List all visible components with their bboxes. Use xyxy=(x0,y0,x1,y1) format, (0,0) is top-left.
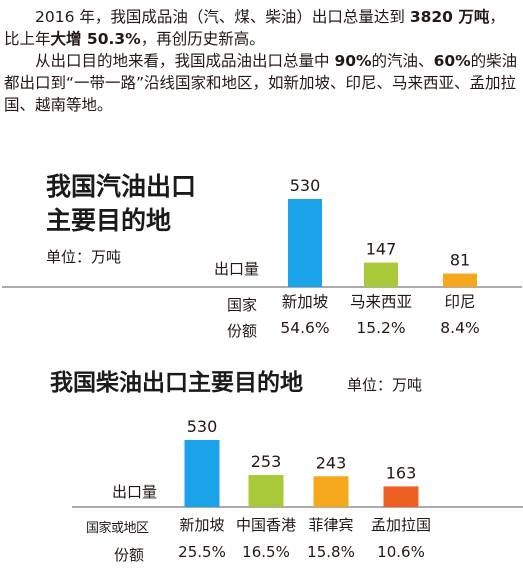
intro-paragraph-2: 从出口目的地来看，我国成品油出口总量中 90%的汽油、60%的柴油都出口到“一带… xyxy=(4,50,520,116)
intro-p2-gasoline-share: 90% xyxy=(334,52,372,70)
gasoline-share-3: 8.4% xyxy=(440,319,479,337)
diesel-bar-1 xyxy=(184,440,220,507)
diesel-category-4: 孟加拉国 xyxy=(371,516,431,534)
diesel-share-4: 10.6% xyxy=(377,543,425,561)
diesel-value-label-1: 530 xyxy=(187,417,218,436)
diesel-category-2: 中国香港 xyxy=(236,516,296,534)
gasoline-share-1: 54.6% xyxy=(280,319,329,337)
diesel-share-3: 15.8% xyxy=(307,543,355,561)
diesel-category-3: 菲律宾 xyxy=(308,516,353,534)
gasoline-bar-1 xyxy=(288,199,322,287)
intro-paragraph-1: 2016 年，我国成品油（汽、煤、柴油）出口总量达到 3820 万吨，比上年大增… xyxy=(4,6,520,50)
gasoline-row2-label: 份额 xyxy=(227,322,258,340)
gasoline-value-label-3: 81 xyxy=(450,251,470,270)
intro-p1-growth: 大增 50.3% xyxy=(50,30,141,48)
gasoline-unit-label: 单位：万吨 xyxy=(46,248,122,266)
diesel-bar-3 xyxy=(313,476,349,507)
gasoline-category-3: 印尼 xyxy=(444,293,475,311)
gasoline-row1-label: 国家 xyxy=(227,296,258,314)
intro-p2-e: 的柴油都出口到“一带一路”沿线国家和地区，如新加坡、印尼、马来西亚、孟加拉国、越… xyxy=(4,52,518,114)
intro-p1-a: 2016 年，我国成品油（汽、煤、柴油）出口总量达到 xyxy=(35,8,410,26)
gasoline-value-label-1: 530 xyxy=(290,176,321,195)
gasoline-bar-3 xyxy=(443,273,477,287)
diesel-unit-label: 单位：万吨 xyxy=(347,376,423,394)
gasoline-category-2: 马来西亚 xyxy=(350,293,412,311)
gasoline-category-1: 新加坡 xyxy=(282,293,329,311)
intro-text: 2016 年，我国成品油（汽、煤、柴油）出口总量达到 3820 万吨，比上年大增… xyxy=(4,6,520,116)
diesel-ylabel: 出口量 xyxy=(112,483,158,501)
diesel-value-label-2: 253 xyxy=(251,452,282,471)
diesel-bar-2 xyxy=(248,475,284,507)
gasoline-chart-title: 我国汽油出口 主要目的地 xyxy=(46,170,196,238)
intro-p1-c: ，比上年 xyxy=(4,8,505,48)
intro-p2-diesel-share: 60% xyxy=(433,52,471,70)
diesel-share-1: 25.5% xyxy=(178,543,226,561)
diesel-row2-label: 份额 xyxy=(114,546,145,564)
gasoline-title-line1: 我国汽油出口 xyxy=(46,172,197,201)
diesel-category-1: 新加坡 xyxy=(179,516,224,534)
diesel-value-label-3: 243 xyxy=(316,453,347,472)
gasoline-title-line2: 主要目的地 xyxy=(46,206,172,235)
intro-p1-e: ，再创历史新高。 xyxy=(140,30,265,48)
diesel-value-label-4: 163 xyxy=(386,463,417,482)
gasoline-bar-2 xyxy=(364,262,398,287)
intro-p2-a: 从出口目的地来看，我国成品油出口总量中 xyxy=(35,52,335,70)
gasoline-ylabel: 出口量 xyxy=(214,260,260,278)
intro-p1-total: 3820 万吨 xyxy=(409,8,490,26)
diesel-chart-title: 我国柴油出口主要目的地 xyxy=(50,369,303,396)
gasoline-value-label-2: 147 xyxy=(366,240,397,259)
diesel-row1-label: 国家或地区 xyxy=(86,521,149,536)
diesel-bar-4 xyxy=(383,486,419,507)
gasoline-share-2: 15.2% xyxy=(356,319,405,337)
diesel-share-2: 16.5% xyxy=(242,543,290,561)
intro-p2-c: 的汽油、 xyxy=(371,52,434,70)
